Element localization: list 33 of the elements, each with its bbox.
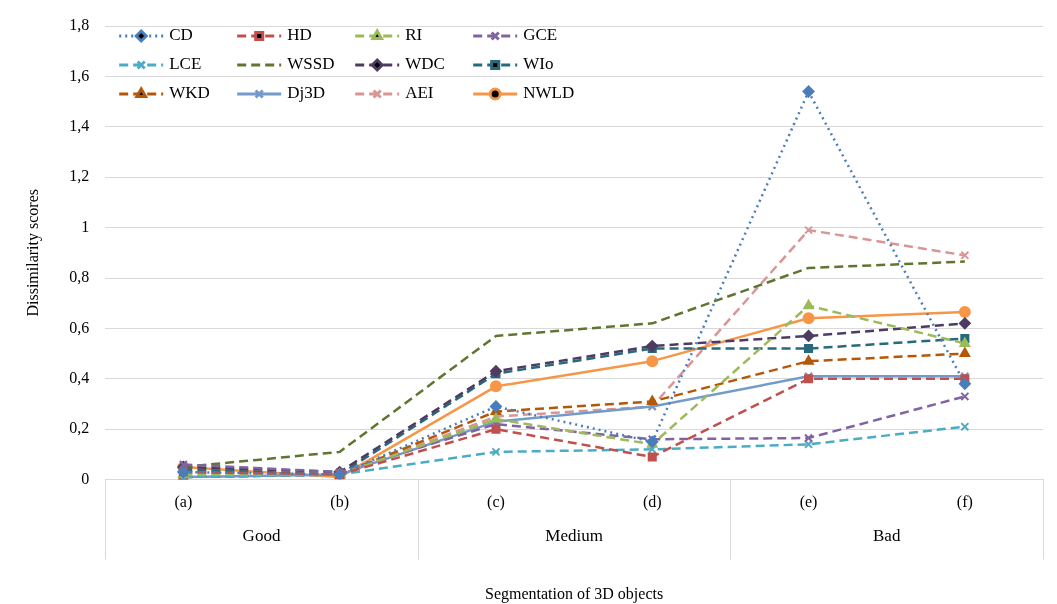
- x-tick-label: (f): [956, 493, 973, 512]
- legend-label: WKD: [169, 83, 210, 103]
- legend-label: GCE: [523, 25, 558, 45]
- y-tick-label: 1,8: [69, 16, 90, 34]
- legend-label: NWLD: [523, 83, 575, 103]
- y-axis-title: Dissimilarity scores: [23, 189, 42, 317]
- y-tick-label: 1,6: [69, 66, 90, 84]
- legend-label: Dj3D: [287, 83, 325, 103]
- y-tick-label: 1,2: [69, 167, 90, 185]
- y-tick-label: 1,4: [69, 117, 90, 134]
- text: Medium: [545, 526, 603, 546]
- legend-label: CD: [169, 25, 193, 45]
- legend-label: AEI: [405, 83, 434, 103]
- text: Good: [242, 526, 281, 546]
- x-tick-label: (a): [174, 493, 193, 512]
- x-tick-label: (b): [330, 493, 349, 512]
- x-tick-label: (d): [642, 493, 662, 512]
- legend-label: RI: [405, 25, 423, 45]
- legend-label: LCE: [169, 54, 202, 74]
- x-axis-title: Segmentation of 3D objects: [485, 584, 664, 603]
- legend-label: WIo: [523, 54, 554, 74]
- text: Bad: [873, 526, 901, 546]
- y-tick-label: 0,2: [69, 419, 90, 437]
- x-tick-label: (c): [487, 493, 505, 512]
- y-tick-label: 1: [81, 217, 90, 235]
- y-tick-label: 0,8: [69, 268, 90, 286]
- legend-label: WSSD: [287, 54, 335, 74]
- x-tick-label: (e): [799, 493, 818, 512]
- legend-label: WDC: [405, 54, 445, 74]
- y-tick-label: 0,6: [69, 318, 90, 336]
- y-tick-label: 0: [81, 469, 90, 487]
- legend-label: HD: [287, 25, 312, 45]
- y-tick-label: 0,4: [69, 369, 90, 386]
